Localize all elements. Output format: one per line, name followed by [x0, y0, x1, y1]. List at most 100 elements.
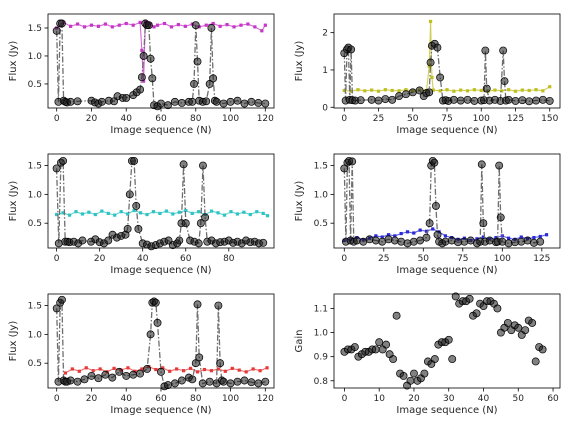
- data-point: [420, 369, 429, 378]
- x-tick-label: 40: [121, 394, 133, 404]
- data-point: [265, 366, 269, 370]
- data-point: [193, 300, 202, 309]
- data-point: [63, 371, 67, 375]
- data-point: [130, 156, 139, 165]
- y-tick-label: 0.5: [28, 359, 42, 369]
- data-point: [129, 370, 138, 379]
- data-point: [136, 369, 145, 378]
- data-point: [389, 355, 398, 364]
- data-point: [74, 210, 78, 214]
- x-tick-label: 20: [86, 114, 98, 124]
- data-point: [514, 323, 523, 332]
- data-point: [352, 236, 361, 245]
- data-point: [138, 20, 142, 24]
- series-1: [55, 208, 270, 218]
- data-point: [219, 99, 228, 108]
- data-point: [466, 236, 475, 245]
- data-point: [430, 75, 434, 80]
- data-point: [519, 235, 523, 239]
- chart-panel-5: 0 20 40 60 80 100 120 0.5 1.0 1.5 Image sequence (…: [8, 293, 275, 416]
- data-point: [110, 25, 114, 29]
- data-point: [504, 239, 513, 248]
- data-point: [412, 231, 416, 235]
- data-point: [106, 211, 110, 215]
- x-tick-label: 20: [86, 394, 98, 404]
- data-point: [132, 208, 136, 213]
- data-point: [209, 369, 214, 373]
- data-point: [356, 88, 360, 92]
- series-line: [65, 366, 268, 374]
- x-tick-label: 100: [494, 254, 511, 264]
- series-1: [63, 365, 269, 375]
- data-point: [183, 24, 187, 28]
- chart-panel-6: 0 10 20 30 40 50 60 0.8 0.9 1.0 1.1 Image sequence …: [294, 292, 561, 416]
- data-point: [98, 367, 102, 371]
- y-tick-label: 0.5: [28, 80, 42, 90]
- data-point: [538, 345, 547, 354]
- data-point: [201, 213, 210, 222]
- data-point: [534, 88, 538, 92]
- data-point: [73, 377, 82, 386]
- data-point: [479, 88, 483, 93]
- data-point: [247, 97, 256, 106]
- data-point: [188, 97, 197, 106]
- data-point: [240, 99, 249, 108]
- x-tick-label: 25: [378, 254, 389, 264]
- data-point: [374, 234, 378, 238]
- data-point: [367, 95, 376, 104]
- data-point: [520, 88, 524, 92]
- data-point: [73, 97, 82, 106]
- data-point: [182, 369, 186, 373]
- y-axis-label: Flux (Jy): [294, 41, 305, 82]
- data-point: [232, 25, 236, 29]
- data-point: [445, 88, 449, 92]
- data-point: [536, 237, 545, 246]
- data-point: [190, 79, 198, 88]
- data-point: [190, 211, 194, 215]
- y-tick-label: 1.0: [28, 52, 43, 62]
- x-axis-label: Image sequence (N): [396, 265, 497, 276]
- data-point: [154, 367, 158, 372]
- y-tick-label: 1.5: [28, 24, 42, 34]
- data-point: [202, 97, 211, 106]
- data-point: [70, 367, 74, 371]
- x-tick-label: 100: [222, 394, 239, 404]
- data-point: [388, 95, 397, 104]
- x-tick-label: 0: [54, 394, 60, 404]
- x-tick-label: 0: [341, 114, 347, 124]
- y-tick-label: 0: [322, 103, 328, 113]
- x-tick-label: 20: [408, 394, 420, 404]
- data-point: [263, 23, 267, 27]
- data-point: [541, 89, 545, 93]
- data-point: [78, 236, 87, 245]
- data-point: [247, 378, 256, 387]
- data-point: [69, 24, 73, 28]
- y-axis-label: Flux (Jy): [294, 181, 305, 222]
- data-point: [101, 370, 110, 379]
- data-point: [222, 213, 227, 217]
- data-point: [463, 95, 472, 104]
- data-point: [177, 210, 181, 214]
- data-point: [131, 23, 135, 27]
- data-point: [158, 211, 162, 215]
- data-point: [75, 22, 80, 26]
- y-axis-label: Flux (Jy): [8, 321, 19, 362]
- data-point: [430, 158, 439, 167]
- data-point: [409, 237, 418, 246]
- y-tick-label: 1.0: [314, 329, 329, 339]
- data-point: [175, 367, 179, 371]
- data-point: [406, 376, 415, 385]
- data-point: [177, 99, 186, 107]
- x-tick-label: 150: [541, 114, 558, 124]
- x-tick-label: 120: [257, 114, 274, 124]
- data-point: [451, 292, 460, 301]
- data-point: [207, 24, 216, 32]
- data-point: [242, 210, 246, 214]
- data-point: [216, 367, 220, 371]
- data-point: [144, 21, 153, 30]
- y-tick-label: 0.8: [314, 377, 329, 387]
- data-point: [91, 369, 95, 373]
- x-tick-label: 50: [513, 394, 525, 404]
- data-point: [395, 92, 404, 101]
- data-point: [164, 209, 168, 213]
